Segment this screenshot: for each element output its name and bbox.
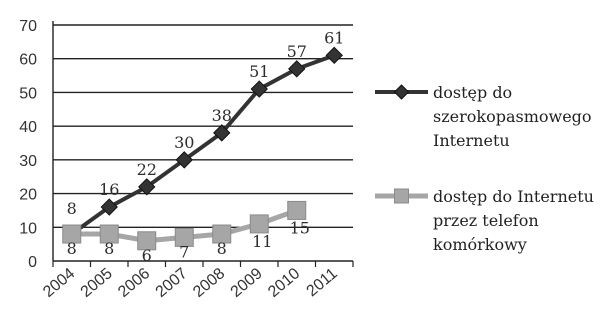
x-tick-label: 2010 [265,265,303,301]
x-axis: 2004 2005 2006 2007 2008 2009 2010 2011 [40,260,354,301]
series-2-point [212,224,232,244]
series-1-point [175,151,193,169]
series-1-point [213,124,231,142]
series-1-line [70,53,335,236]
series-2-point [249,214,269,234]
series-1-data-label: 22 [137,160,157,179]
legend-series-2-text: przez telefon [433,211,539,230]
legend-series-1-text: szerokopasmowego [433,107,592,126]
y-axis: 0 10 20 30 40 50 60 70 [19,18,54,271]
y-tick-label: 40 [19,119,37,136]
series-2-data-label: 11 [252,232,272,251]
x-tick-label: 2011 [304,265,341,300]
series-2-point [287,200,307,220]
series-2-point [62,224,82,244]
series-1-point [250,80,268,98]
x-tick-label: 2004 [40,265,78,301]
series-layer [62,46,343,251]
y-tick-label: 70 [19,18,37,35]
legend-series-1-text: Internetu [433,131,510,150]
x-tick-label: 2009 [228,265,266,301]
series-1-data-label: 57 [287,42,307,61]
legend: dostęp do szerokopasmowego Internetu dostęp… [375,83,594,254]
y-tick-label: 30 [19,153,37,170]
series-1-data-label: 51 [249,62,269,81]
x-tick-label: 2007 [153,265,191,301]
gridlines [53,24,353,228]
y-tick-label: 60 [19,52,37,69]
legend-series-2-text: dostęp do Internetu [433,187,594,206]
series-1-data-label: 16 [99,180,119,199]
series-2-point [99,224,119,244]
series-1-data-label: 38 [212,106,232,125]
x-tick-label: 2005 [78,265,116,301]
series-2-data-label: 6 [142,246,152,265]
series-1-point [138,178,156,196]
y-tick-label: 20 [19,187,37,204]
series-2-point [137,231,157,251]
series-1-data-label: 61 [324,28,344,47]
series-2-data-label: 15 [290,218,310,237]
series-1-data-label: 30 [174,133,194,152]
series-2-data-label: 7 [179,242,189,261]
y-tick-label: 10 [19,220,37,237]
series-2-data-label: 8 [217,239,227,258]
series-1-point [288,60,306,78]
legend-series-2-text: komórkowy [433,235,527,254]
legend-series-1-text: dostęp do [433,83,512,102]
series-1-point [100,198,118,216]
series-2-data-label: 8 [67,239,77,258]
series-1-data-label: 8 [67,199,77,218]
x-tick-label: 2006 [115,265,153,301]
series-1-point [325,46,343,65]
series-2-point [174,227,194,247]
legend-square-icon [394,188,409,204]
legend-diamond-icon [393,84,410,100]
data-labels: 8 16 22 30 38 51 57 61 8 8 6 7 8 11 15 [67,28,345,264]
x-tick-label: 2008 [190,265,228,301]
series-2-data-label: 8 [104,239,114,258]
y-tick-label: 50 [19,85,37,102]
y-tick-label: 0 [28,254,37,271]
